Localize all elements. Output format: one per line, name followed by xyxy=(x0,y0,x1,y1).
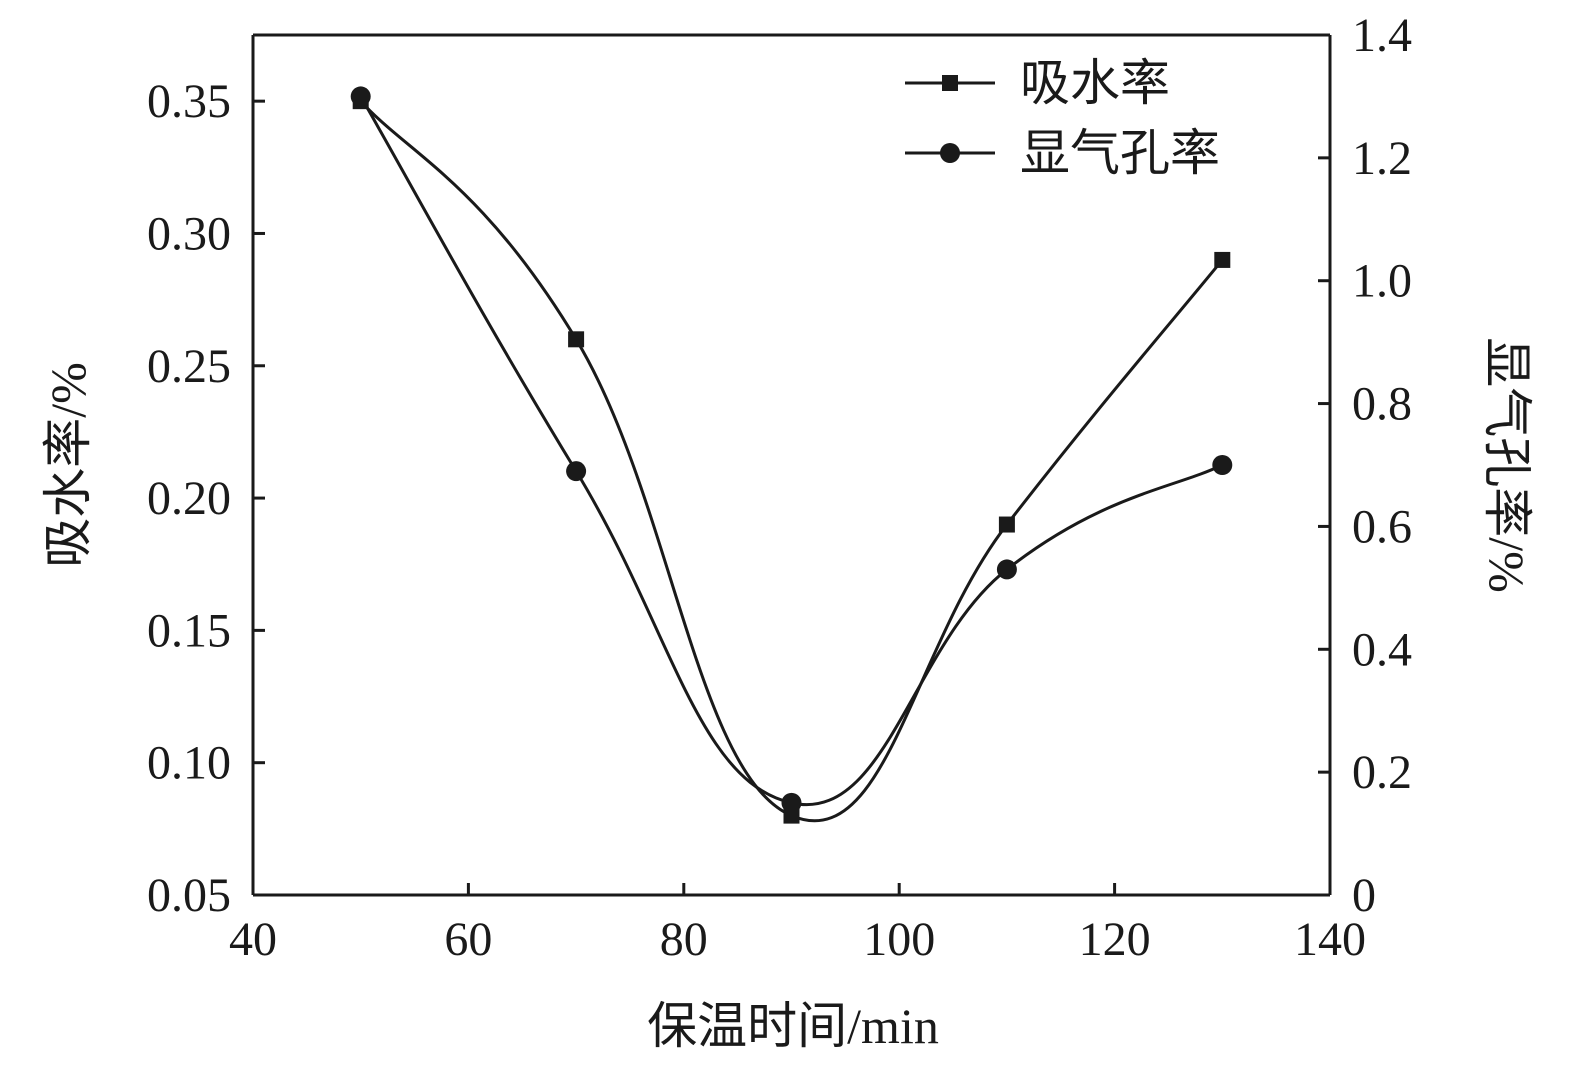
left-y-tick-label: 0.05 xyxy=(147,869,231,922)
circle-data-point xyxy=(566,461,587,482)
axes xyxy=(251,33,1332,897)
left-y-tick-label: 0.10 xyxy=(147,737,231,790)
circle-data-point xyxy=(1212,455,1233,475)
right-y-axis-title: 显气孔率/% xyxy=(1479,337,1535,593)
left-y-axis-title: 吸水率/% xyxy=(40,362,96,568)
x-tick-label: 100 xyxy=(863,913,935,966)
x-tick-label: 80 xyxy=(660,913,708,966)
square-data-point xyxy=(998,516,1015,533)
left-y-tick-label: 0.20 xyxy=(147,472,231,525)
right-y-tick-label: 0 xyxy=(1352,869,1376,922)
x-tick-label: 120 xyxy=(1079,913,1151,966)
circle-data-point xyxy=(996,559,1017,580)
series-line-1 xyxy=(359,95,1223,807)
right-y-tick-label: 0.8 xyxy=(1352,378,1412,431)
circle-data-point xyxy=(350,86,371,107)
left-y-tick-label: 0.25 xyxy=(147,340,231,393)
left-y-tick-label: 0.35 xyxy=(147,75,231,128)
right-y-tick-label: 0.4 xyxy=(1352,623,1412,676)
square-data-point xyxy=(568,331,585,348)
left-y-tick-label: 0.30 xyxy=(147,207,231,260)
right-y-tick-label: 1.0 xyxy=(1352,255,1412,308)
legend-square-marker xyxy=(942,75,958,91)
x-axis-title: 保温时间/min xyxy=(647,998,939,1054)
left-y-tick-label: 0.15 xyxy=(147,604,231,657)
circle-data-point xyxy=(781,792,802,813)
x-tick-label: 40 xyxy=(229,913,277,966)
x-tick-label: 60 xyxy=(444,913,492,966)
legend-label-water-absorption: 吸水率 xyxy=(1020,55,1170,111)
square-data-point xyxy=(1214,251,1231,268)
series xyxy=(350,86,1233,824)
right-y-tick-label: 1.4 xyxy=(1352,9,1412,62)
x-tick-label: 140 xyxy=(1294,913,1366,966)
legend: 吸水率 显气孔率 xyxy=(905,55,1220,181)
legend-circle-marker xyxy=(940,143,960,163)
legend-label-apparent-porosity: 显气孔率 xyxy=(1020,125,1220,181)
series-line-0 xyxy=(359,100,1224,823)
ticks: 40 60 80 100 120 1400.050.100.150.200.250.300… xyxy=(147,9,1412,966)
right-y-tick-label: 1.2 xyxy=(1352,132,1412,185)
right-y-tick-label: 0.2 xyxy=(1352,746,1412,799)
right-y-tick-label: 0.6 xyxy=(1352,500,1412,553)
